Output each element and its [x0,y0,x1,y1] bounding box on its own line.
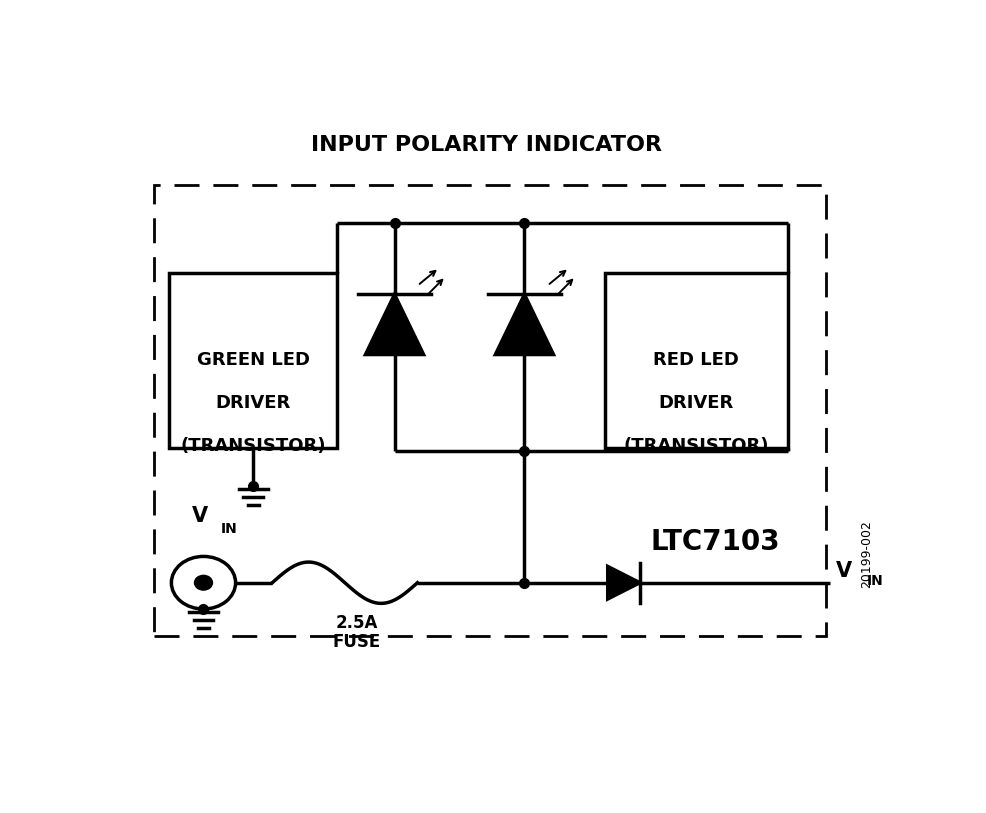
Bar [604,273,788,448]
Bar [170,273,337,448]
Text: (TRANSISTOR): (TRANSISTOR) [623,437,769,454]
Circle shape [194,576,212,590]
Polygon shape [607,567,640,599]
Text: DRIVER: DRIVER [659,394,734,412]
Polygon shape [495,294,553,354]
Text: IN: IN [867,575,883,589]
Text: LTC7103: LTC7103 [651,528,780,556]
Text: V: V [191,506,208,526]
Text: GREEN LED: GREEN LED [196,351,310,369]
Text: DRIVER: DRIVER [216,394,291,412]
Text: (TRANSISTOR): (TRANSISTOR) [180,437,326,454]
Text: INPUT POLARITY INDICATOR: INPUT POLARITY INDICATOR [311,134,662,154]
Bar [154,185,826,636]
Text: 2.5A: 2.5A [335,615,378,633]
Polygon shape [366,294,424,354]
Text: RED LED: RED LED [654,351,740,369]
Text: IN: IN [220,523,237,537]
Text: FUSE: FUSE [332,633,381,651]
Text: 20199-002: 20199-002 [860,520,874,589]
Text: V: V [836,562,852,581]
